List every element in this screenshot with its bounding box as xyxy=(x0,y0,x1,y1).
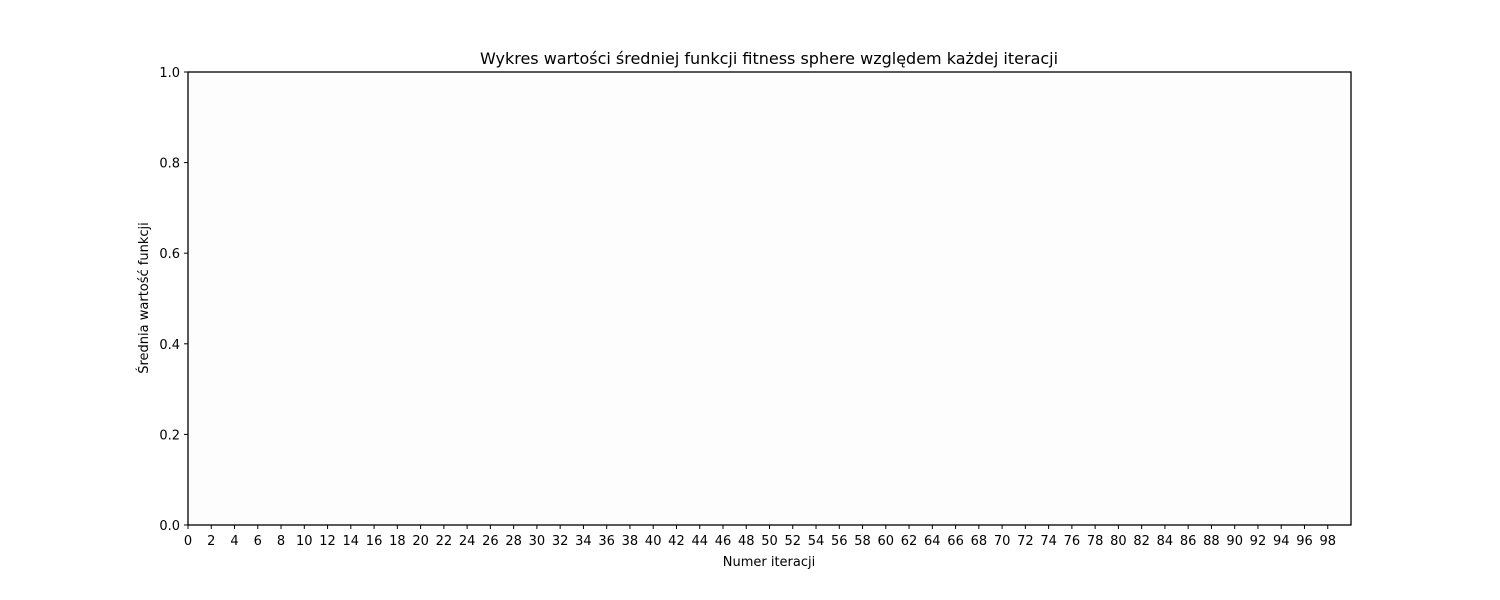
x-tick-label: 12 xyxy=(319,534,336,549)
x-tick-label: 54 xyxy=(808,534,825,549)
x-tick-label: 70 xyxy=(994,534,1011,549)
x-tick-label: 64 xyxy=(924,534,941,549)
x-tick-label: 62 xyxy=(901,534,918,549)
x-tick-label: 72 xyxy=(1017,534,1034,549)
y-axis-title: Średnia wartość funkcji xyxy=(136,222,152,374)
x-tick-label: 78 xyxy=(1087,534,1104,549)
x-tick-label: 86 xyxy=(1180,534,1197,549)
x-tick-label: 22 xyxy=(436,534,453,549)
y-tick-label: 0.2 xyxy=(159,428,180,443)
x-tick-label: 74 xyxy=(1040,534,1057,549)
x-axis-title: Numer iteracji xyxy=(723,555,816,570)
chart-title: Wykres wartości średniej funkcji fitness… xyxy=(480,49,1058,68)
x-tick-label: 60 xyxy=(878,534,895,549)
x-tick-label: 24 xyxy=(459,534,476,549)
plot-area xyxy=(188,72,1351,525)
x-axis: 0 2 4 6 8 10 12 14 16 18 20 22 24 26 28 30 32 34 36 38 40 42 4… xyxy=(184,525,1336,549)
x-tick-label: 34 xyxy=(575,534,592,549)
x-tick-label: 80 xyxy=(1110,534,1127,549)
x-tick-label: 40 xyxy=(645,534,662,549)
x-tick-label: 88 xyxy=(1203,534,1220,549)
x-tick-label: 56 xyxy=(831,534,848,549)
x-tick-label: 4 xyxy=(230,534,238,549)
x-tick-label: 84 xyxy=(1157,534,1174,549)
y-tick-label: 0.6 xyxy=(159,247,180,262)
x-tick-label: 10 xyxy=(296,534,313,549)
x-tick-label: 6 xyxy=(254,534,262,549)
x-tick-label: 52 xyxy=(784,534,801,549)
y-tick-label: 1.0 xyxy=(159,66,180,81)
y-tick-label: 0.0 xyxy=(159,519,180,534)
x-tick-label: 30 xyxy=(529,534,546,549)
x-tick-label: 46 xyxy=(715,534,732,549)
x-tick-label: 44 xyxy=(691,534,708,549)
x-tick-label: 20 xyxy=(412,534,429,549)
x-tick-label: 36 xyxy=(598,534,615,549)
x-tick-label: 26 xyxy=(482,534,499,549)
plot-frame xyxy=(187,71,1352,526)
x-tick-label: 2 xyxy=(207,534,215,549)
x-tick-label: 8 xyxy=(277,534,285,549)
x-tick-label: 66 xyxy=(947,534,964,549)
x-tick-label: 28 xyxy=(505,534,522,549)
y-axis: 0.0 0.2 0.4 0.6 0.8 1.0 xyxy=(159,66,188,534)
x-tick-label: 38 xyxy=(622,534,639,549)
x-tick-label: 98 xyxy=(1319,534,1336,549)
x-tick-label: 50 xyxy=(761,534,778,549)
y-tick-label: 0.8 xyxy=(159,157,180,172)
x-tick-label: 68 xyxy=(971,534,988,549)
x-tick-label: 0 xyxy=(184,534,192,549)
x-tick-label: 94 xyxy=(1273,534,1290,549)
x-tick-label: 16 xyxy=(366,534,383,549)
x-tick-label: 90 xyxy=(1226,534,1243,549)
x-tick-label: 58 xyxy=(854,534,871,549)
x-tick-label: 96 xyxy=(1296,534,1313,549)
x-tick-label: 48 xyxy=(738,534,755,549)
x-tick-label: 18 xyxy=(389,534,406,549)
x-tick-label: 76 xyxy=(1064,534,1081,549)
x-tick-label: 14 xyxy=(343,534,360,549)
y-tick-label: 0.4 xyxy=(159,338,180,353)
x-tick-label: 32 xyxy=(552,534,569,549)
x-tick-label: 42 xyxy=(668,534,685,549)
x-tick-label: 92 xyxy=(1250,534,1267,549)
x-tick-label: 82 xyxy=(1133,534,1150,549)
